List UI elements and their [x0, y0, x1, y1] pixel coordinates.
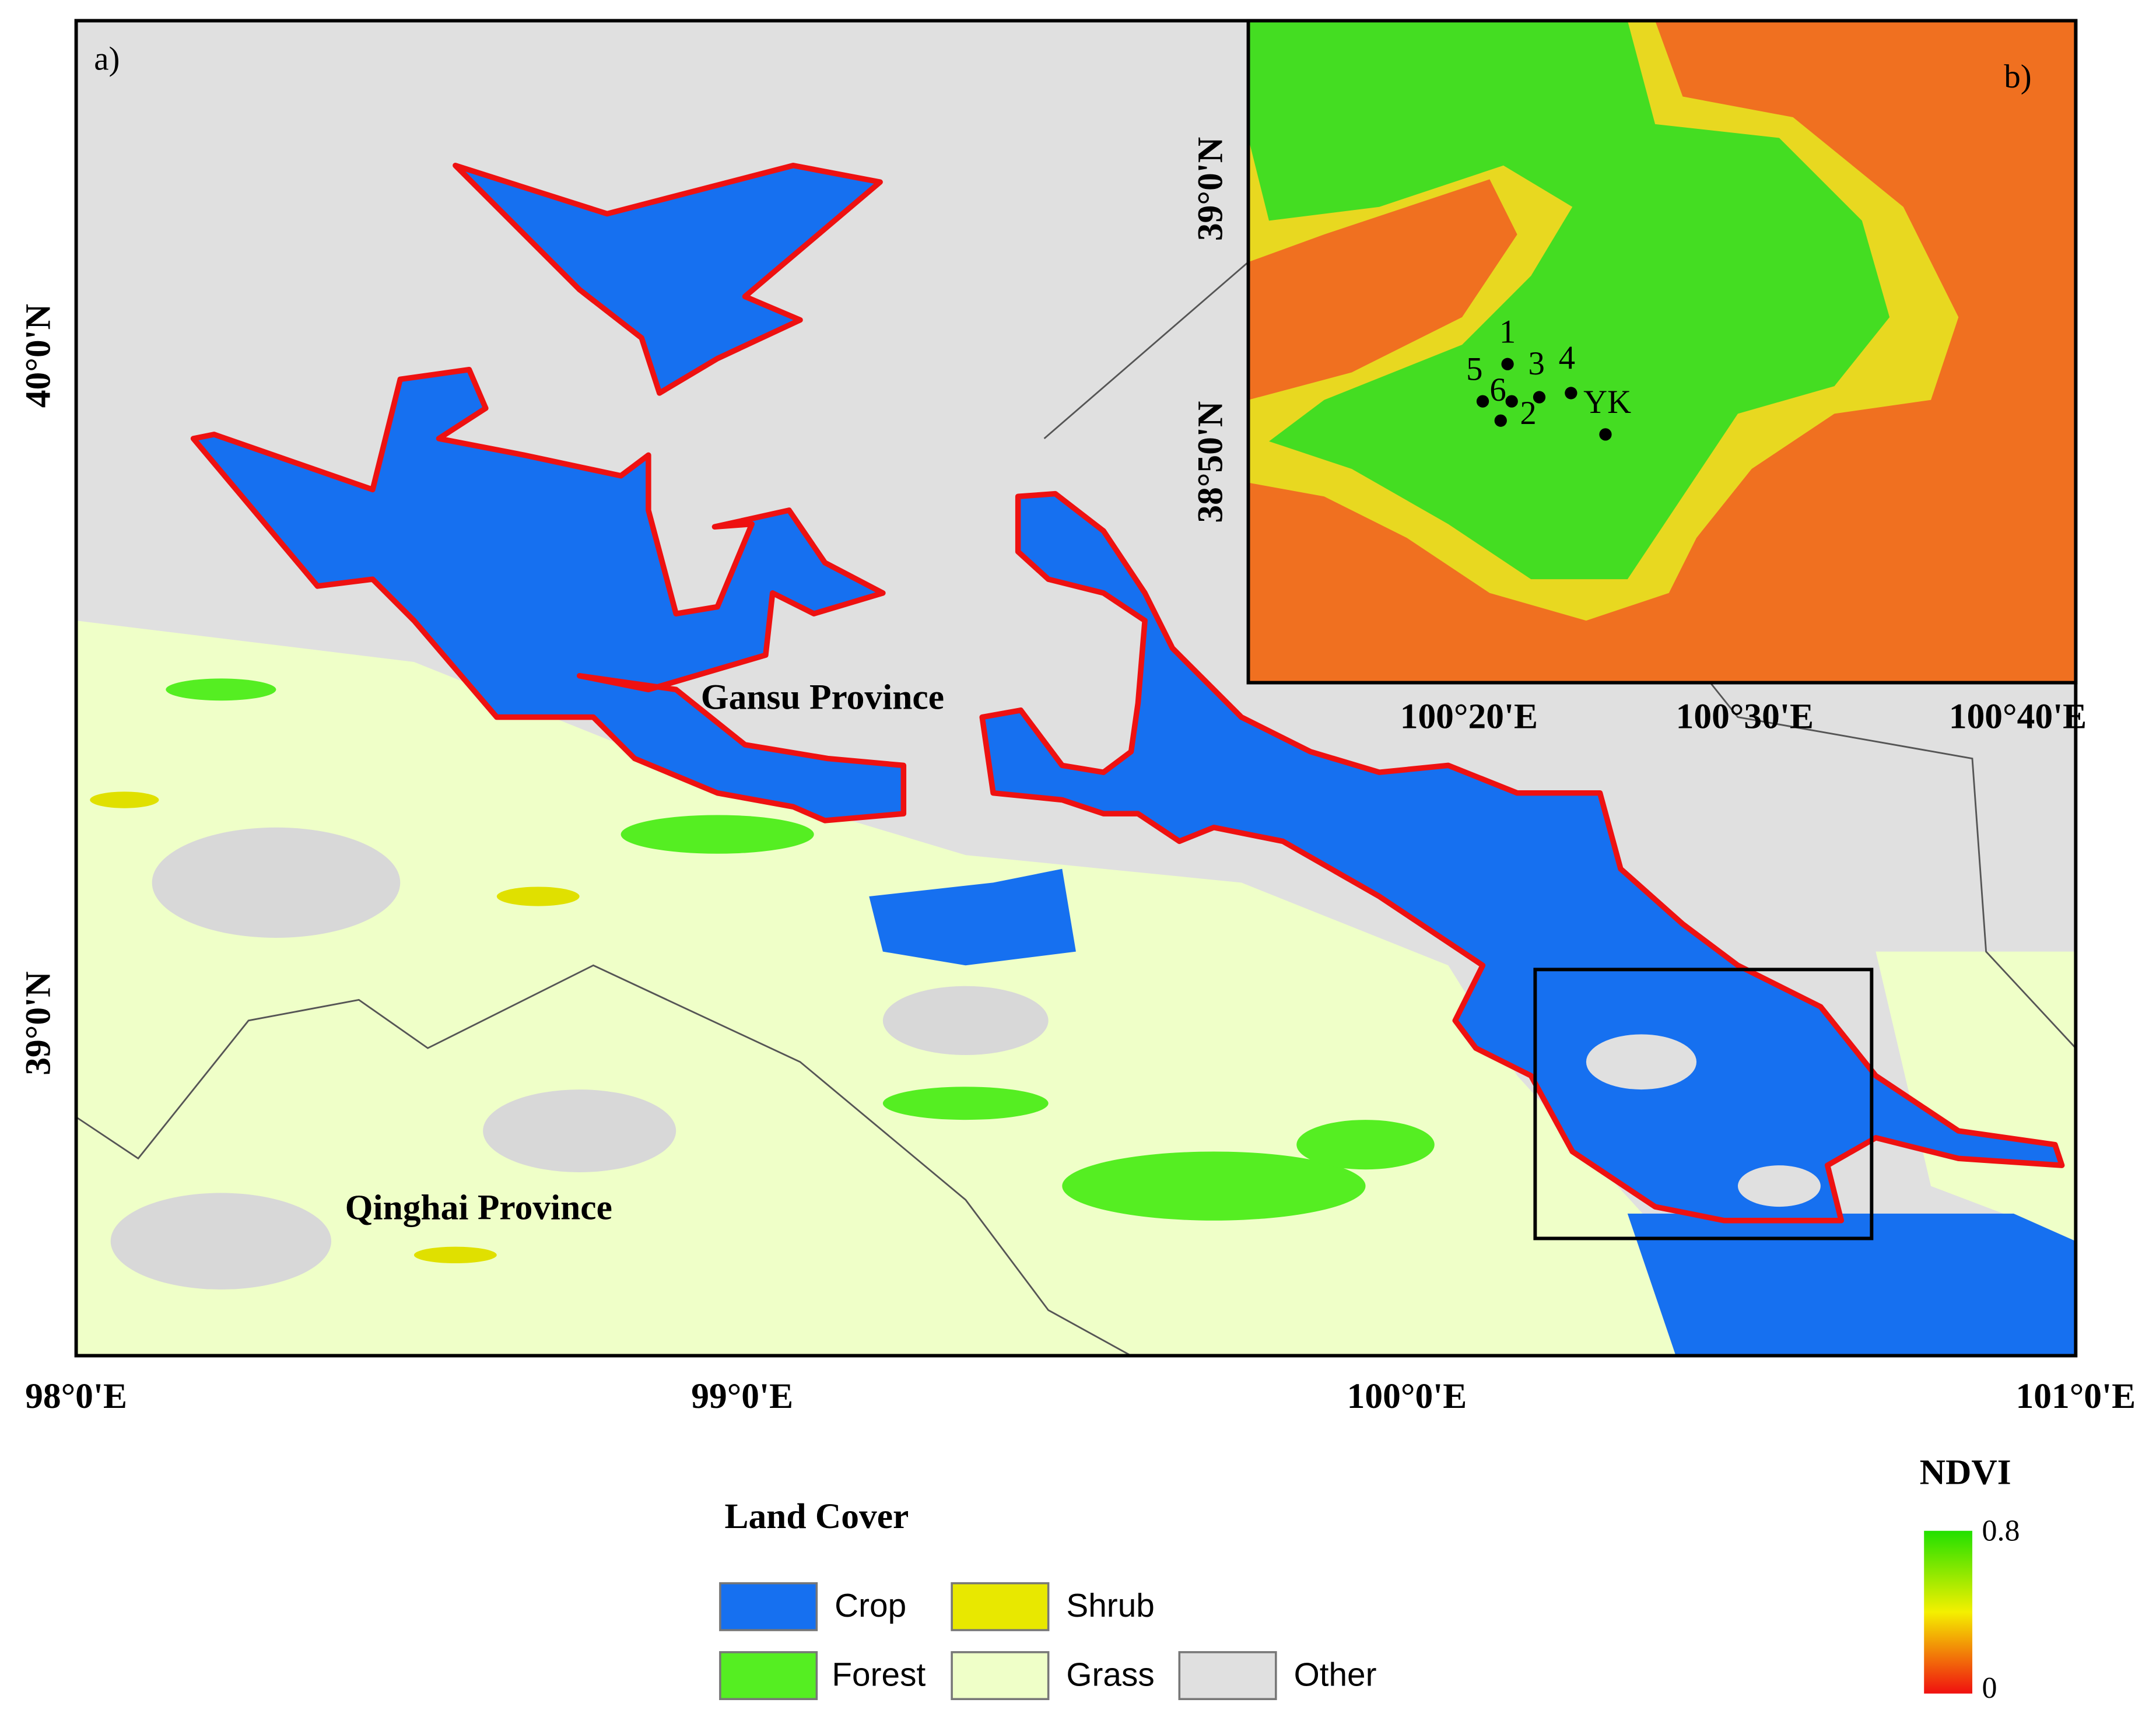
- lon-tick-label: 100°20'E: [1400, 696, 1538, 736]
- site-label: YK: [1583, 384, 1631, 421]
- lon-tick-label: 101°0'E: [2016, 1376, 2136, 1416]
- site-label: 2: [1520, 395, 1536, 432]
- inset-frame: [1246, 19, 2078, 685]
- site-labels: 1 2 3 4 5 6 YK: [1466, 314, 1631, 432]
- lat-tick-label: 39°0'N: [19, 971, 58, 1075]
- site-label: 1: [1499, 314, 1516, 351]
- legend-label: Shrub: [1066, 1588, 1154, 1624]
- land-cover-legend: Land Cover Crop Shrub Forest Grass Other: [719, 1497, 1377, 1701]
- forest-patches: [166, 678, 1435, 1221]
- legend-swatch: [719, 1651, 818, 1701]
- study-outlines: [190, 163, 2065, 1224]
- site-label: 4: [1559, 340, 1575, 377]
- panel-label: a): [94, 40, 120, 77]
- legend-swatch: [951, 1582, 1050, 1631]
- lat-tick-label: 40°0'N: [19, 304, 58, 408]
- map-labels: a) b) Gansu Province Qinghai Province 98…: [19, 40, 2136, 1416]
- lon-tick-label: 100°30'E: [1676, 696, 1814, 736]
- panel-label: b): [2004, 58, 2031, 95]
- legend-title: NDVI: [1920, 1452, 2011, 1492]
- site-label: 3: [1529, 345, 1545, 382]
- map-frame: [74, 19, 2078, 1358]
- legend-swatch: [719, 1582, 818, 1631]
- lat-tick-label: 38°50'N: [1191, 401, 1231, 523]
- legend-label: Crop: [835, 1588, 906, 1624]
- lon-tick-label: 100°40'E: [1949, 696, 2087, 736]
- lon-tick-label: 99°0'E: [691, 1376, 793, 1416]
- place-label: Qinghai Province: [345, 1187, 612, 1227]
- lon-tick-label: 100°0'E: [1347, 1376, 1467, 1416]
- crop-areas: [193, 165, 2076, 1356]
- map-b: 1 2 3 4 5 6 YK: [1246, 19, 2078, 685]
- other-patches: [110, 827, 1049, 1289]
- sites: [1476, 358, 1612, 441]
- color-ramp: [1924, 1530, 1972, 1694]
- shrub-patches: [90, 791, 580, 1264]
- grass-area: [1875, 951, 2076, 1242]
- lat-tick-label: 39°0'N: [1191, 137, 1231, 241]
- ramp-min-label: 0: [1982, 1672, 1997, 1705]
- lon-tick-label: 98°0'E: [25, 1376, 127, 1416]
- legend-label: Forest: [832, 1656, 925, 1693]
- other-patches: [1586, 1034, 1821, 1207]
- place-label: Gansu Province: [701, 677, 944, 717]
- province-boundaries: [75, 261, 2077, 1357]
- legend-label: Grass: [1066, 1656, 1154, 1693]
- ndvi-high: [1248, 20, 1890, 580]
- legend-title: Land Cover: [724, 1497, 909, 1536]
- ndvi-legend: NDVI 0.8 0: [1920, 1452, 2020, 1705]
- inset-extent: [1533, 968, 1874, 1241]
- legend-swatch: [951, 1651, 1050, 1701]
- site-label: 6: [1489, 372, 1506, 408]
- legend-swatch: [1178, 1651, 1277, 1701]
- site-label: 5: [1466, 351, 1482, 387]
- ramp-max-label: 0.8: [1982, 1514, 2020, 1547]
- legend-label: Other: [1294, 1656, 1377, 1693]
